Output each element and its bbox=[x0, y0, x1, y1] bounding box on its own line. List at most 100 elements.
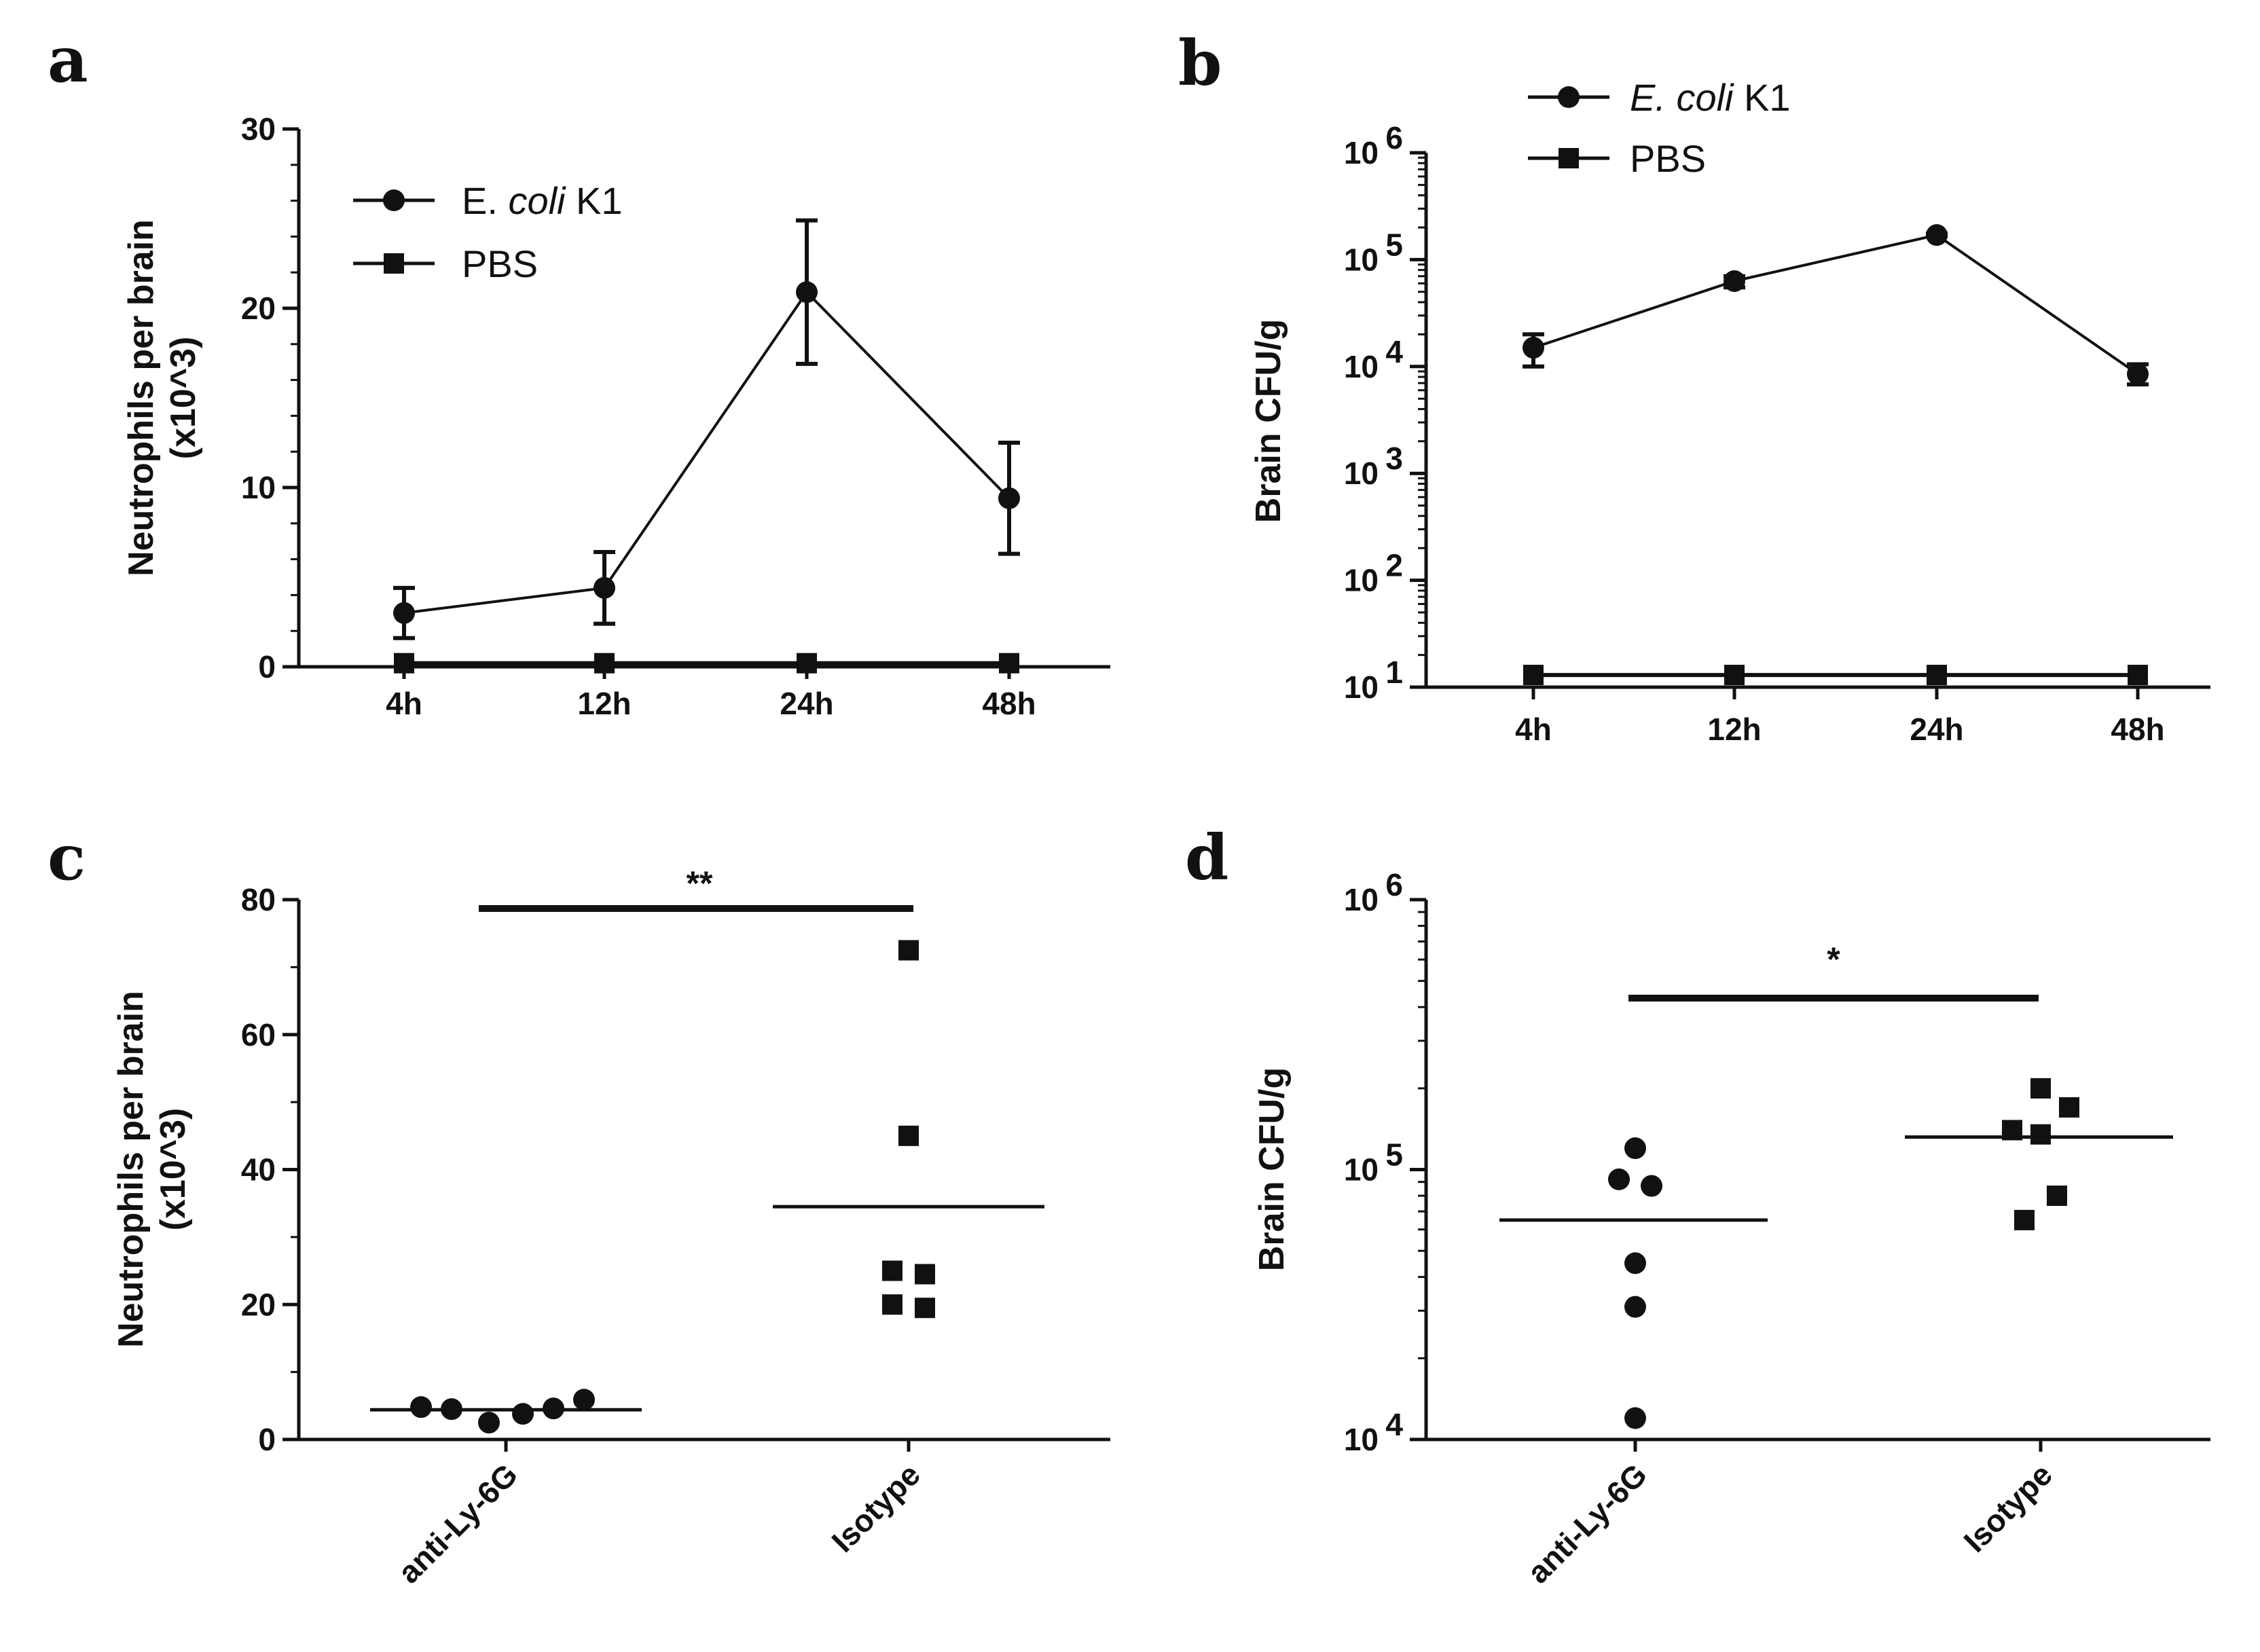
y-tick-label: 10 bbox=[1344, 135, 1379, 170]
y-tick-exponent: 6 bbox=[1385, 120, 1403, 155]
y-axis-title-line-1: Neutrophils per brain bbox=[111, 991, 151, 1348]
significance-label: * bbox=[1827, 940, 1840, 978]
data-point bbox=[2030, 1124, 2051, 1145]
legend-label-italic: coli bbox=[508, 179, 566, 222]
data-point bbox=[410, 1396, 432, 1418]
y-tick-exponent: 3 bbox=[1385, 441, 1403, 476]
data-point bbox=[1927, 665, 1947, 686]
y-tick-label: 20 bbox=[241, 1287, 276, 1322]
y-tick-label: 30 bbox=[241, 111, 276, 147]
y-tick-label: 60 bbox=[241, 1017, 276, 1052]
y-tick-label: 20 bbox=[241, 291, 276, 326]
y-tick-label: 10 bbox=[1344, 242, 1379, 277]
data-point bbox=[882, 1260, 903, 1281]
legend-label-italic: E. coli bbox=[1630, 76, 1734, 119]
data-point bbox=[512, 1403, 534, 1425]
legend-label: E. coli K1 bbox=[462, 179, 623, 222]
data-point bbox=[998, 487, 1020, 509]
y-tick-base: 10 bbox=[1344, 563, 1379, 598]
data-point bbox=[1624, 1407, 1646, 1429]
panel-label-b: b bbox=[1178, 26, 1222, 100]
data-point bbox=[1926, 224, 1948, 246]
y-tick-exponent: 1 bbox=[1385, 655, 1403, 690]
data-point bbox=[2059, 1097, 2079, 1118]
data-point bbox=[915, 1298, 935, 1319]
legend-label-plain: E. bbox=[462, 179, 508, 222]
data-point bbox=[1641, 1175, 1662, 1197]
y-axis-title-line-1: Neutrophils per brain bbox=[122, 219, 161, 576]
legend-label: E. coli K1 bbox=[1630, 76, 1791, 119]
data-point bbox=[1523, 337, 1544, 359]
legend-marker bbox=[383, 189, 405, 211]
y-tick-exponent: 4 bbox=[1385, 334, 1403, 369]
data-point bbox=[393, 602, 415, 624]
y-tick-base: 10 bbox=[1344, 456, 1379, 491]
data-point bbox=[2127, 363, 2149, 385]
legend-marker bbox=[1558, 86, 1580, 108]
data-point bbox=[2047, 1186, 2067, 1207]
panel-label-c: c bbox=[48, 821, 86, 894]
data-point bbox=[1624, 1137, 1646, 1160]
data-point bbox=[1724, 665, 1745, 686]
legend-label: PBS bbox=[462, 242, 538, 285]
data-point bbox=[1724, 270, 1745, 292]
legend-marker bbox=[1559, 148, 1579, 168]
legend-label-suffix: K1 bbox=[1734, 76, 1791, 119]
data-point bbox=[999, 653, 1019, 674]
legend-marker bbox=[384, 253, 404, 274]
y-tick-exponent: 4 bbox=[1385, 1407, 1403, 1442]
legend-label: PBS bbox=[1630, 137, 1706, 180]
series-line bbox=[1533, 233, 2139, 375]
data-point bbox=[2128, 665, 2148, 686]
data-point bbox=[573, 1389, 595, 1411]
y-axis-title-line-2: (x10^3) bbox=[164, 337, 203, 460]
y-tick-label: 80 bbox=[241, 882, 276, 917]
data-point bbox=[594, 653, 615, 674]
y-tick-exponent: 5 bbox=[1385, 1137, 1403, 1173]
data-point bbox=[478, 1412, 500, 1434]
x-tick-label: 4h bbox=[386, 686, 422, 721]
y-axis-title-line-1: Brain CFU/g bbox=[1252, 1067, 1292, 1271]
data-point bbox=[898, 940, 919, 961]
y-tick-label: 10 bbox=[1344, 563, 1379, 598]
x-tick-label: 24h bbox=[1910, 712, 1963, 747]
y-tick-label: 0 bbox=[258, 649, 276, 684]
y-tick-label: 40 bbox=[241, 1152, 276, 1188]
x-tick-label: 48h bbox=[982, 686, 1036, 721]
y-axis-title: Brain CFU/g bbox=[1249, 319, 1288, 523]
x-tick-label: 48h bbox=[2111, 712, 2164, 747]
y-tick-base: 10 bbox=[1344, 349, 1379, 384]
x-tick-label: 12h bbox=[577, 686, 631, 721]
plot-c: 0 20 40 60 80 anti-Ly-6G Isotype ** Neutrophils … bbox=[111, 864, 1110, 1590]
x-tick-label: Isotype bbox=[824, 1456, 927, 1559]
y-tick-label: 10 bbox=[1344, 882, 1379, 917]
data-point bbox=[898, 1125, 919, 1146]
y-tick-label: 0 bbox=[258, 1422, 276, 1457]
y-tick-base: 10 bbox=[1344, 242, 1379, 277]
series-line bbox=[403, 290, 1010, 614]
data-point bbox=[882, 1294, 903, 1315]
y-tick-label: 10 bbox=[241, 470, 276, 505]
data-point bbox=[1523, 665, 1544, 686]
x-tick-label: Isotype bbox=[1956, 1456, 2059, 1559]
y-tick-label: 10 bbox=[1344, 456, 1379, 491]
data-point bbox=[1624, 1296, 1646, 1318]
y-axis-title: Neutrophils per brain(x10^3) bbox=[122, 219, 203, 576]
y-tick-label: 10 bbox=[1344, 1422, 1379, 1457]
legend-label-suffix: K1 bbox=[566, 179, 623, 222]
y-axis-title: Brain CFU/g bbox=[1252, 1067, 1292, 1271]
data-point bbox=[2014, 1209, 2035, 1230]
x-tick-label: 24h bbox=[780, 686, 833, 721]
y-tick-base: 10 bbox=[1344, 669, 1379, 705]
y-tick-exponent: 2 bbox=[1385, 548, 1403, 583]
panel-label-d: d bbox=[1185, 821, 1228, 894]
data-point bbox=[2030, 1078, 2051, 1099]
y-axis-title-line-1: Brain CFU/g bbox=[1249, 319, 1288, 523]
y-axis-title-line-2: (x10^3) bbox=[153, 1108, 193, 1231]
data-point bbox=[1624, 1252, 1646, 1274]
data-point bbox=[1608, 1168, 1630, 1190]
